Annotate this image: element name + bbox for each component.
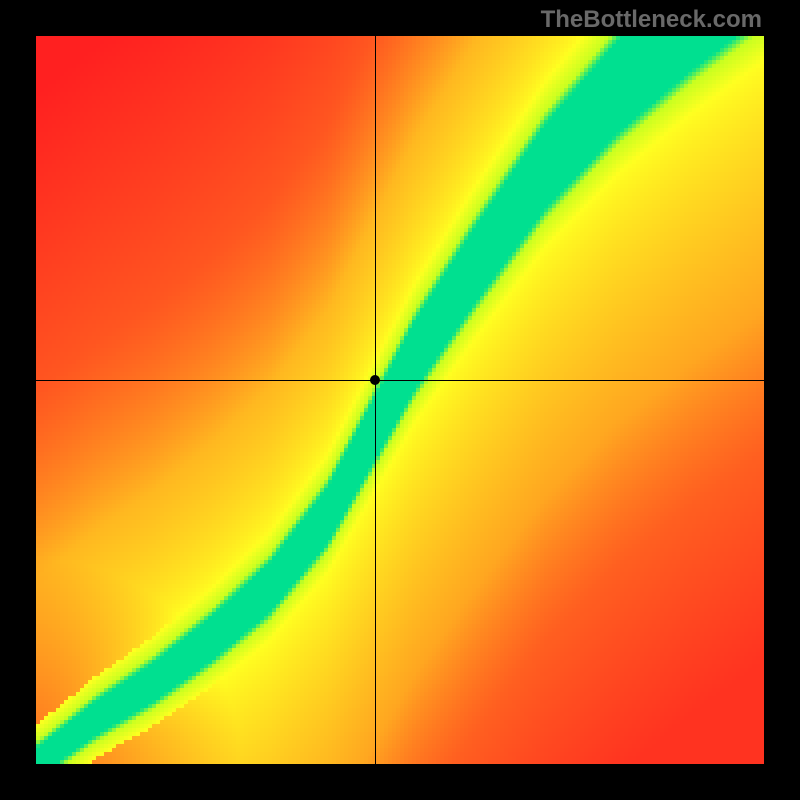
- watermark-text: TheBottleneck.com: [541, 6, 762, 34]
- crosshair-dot: [370, 375, 380, 385]
- heatmap-canvas: [36, 36, 764, 764]
- chart-container: [36, 36, 764, 764]
- crosshair-horizontal: [36, 380, 764, 381]
- crosshair-vertical: [375, 36, 376, 764]
